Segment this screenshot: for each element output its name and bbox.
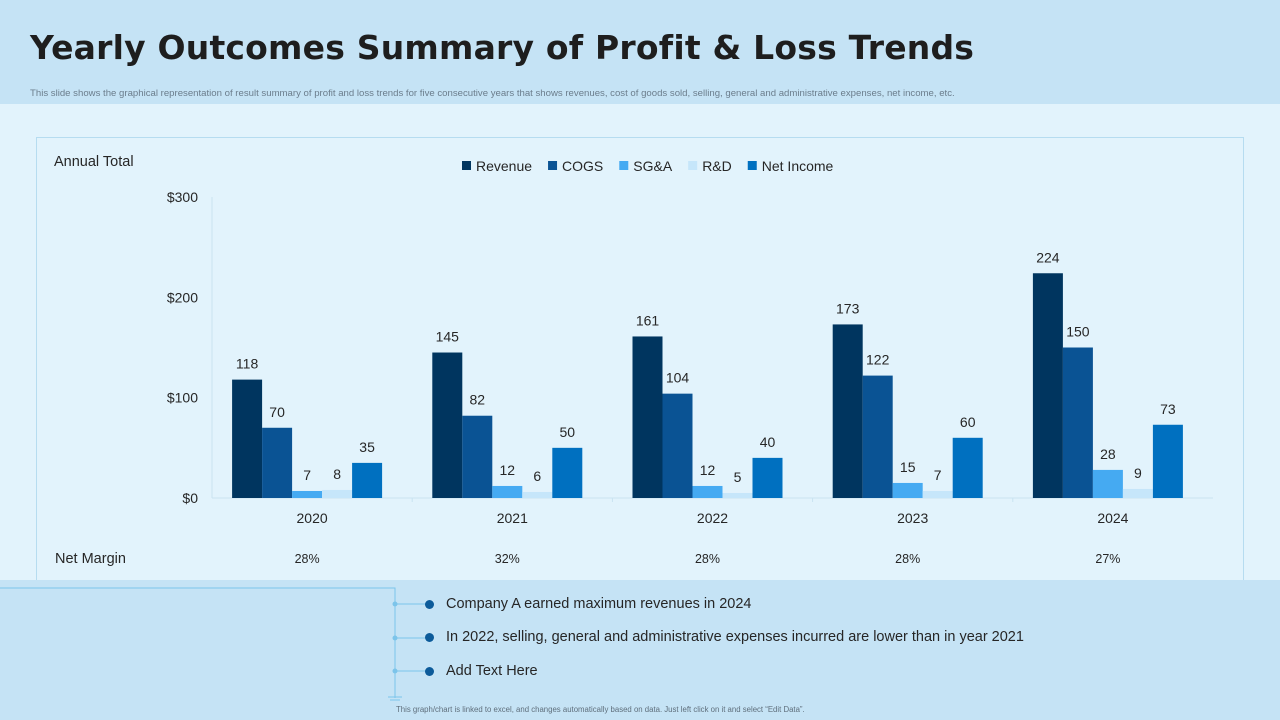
data-label: 35	[359, 439, 375, 455]
bar-cogs[interactable]	[262, 427, 293, 498]
data-label: 8	[333, 466, 341, 482]
bar-net-income[interactable]	[352, 462, 383, 498]
data-label: 145	[436, 329, 460, 345]
y-tick-label: $200	[167, 289, 198, 305]
net-margin-label: Net Margin	[55, 551, 126, 567]
bar-net-income[interactable]	[1152, 424, 1183, 498]
bullet-item: Company A earned maximum revenues in 202…	[446, 596, 752, 612]
bar-cogs[interactable]	[462, 415, 493, 498]
bar-sg-a[interactable]	[892, 482, 923, 498]
y-axis-label: Annual Total	[54, 154, 134, 170]
data-label: 118	[236, 356, 259, 372]
x-tick-label: 2020	[297, 510, 328, 526]
connector-lines	[0, 587, 425, 701]
legend-swatch	[548, 161, 558, 170]
legend-entry: COGS	[562, 158, 603, 174]
bullet-dot-icon	[425, 600, 434, 609]
bar-r-d[interactable]	[922, 490, 953, 498]
legend-swatch	[688, 161, 698, 170]
legend-entry: R&D	[702, 158, 732, 174]
key-takeaways: Company A earned maximum revenues in 202…	[0, 580, 1280, 720]
data-label: 70	[269, 404, 285, 420]
data-label: 9	[1134, 465, 1142, 481]
bar-sg-a[interactable]	[292, 490, 323, 498]
y-tick-label: $300	[167, 189, 198, 205]
legend-swatch	[747, 161, 757, 170]
bar-sg-a[interactable]	[1092, 469, 1123, 498]
bar-cogs[interactable]	[862, 375, 893, 498]
net-margin-value: 27%	[1095, 552, 1120, 566]
page-subtitle: This slide shows the graphical represent…	[30, 88, 955, 99]
x-tick-label: 2024	[1097, 510, 1128, 526]
legend-swatch	[462, 161, 471, 170]
bar-revenue[interactable]	[432, 352, 463, 498]
x-tick-label: 2021	[497, 510, 528, 526]
bullet-dot-icon	[425, 633, 434, 642]
bar-revenue[interactable]	[632, 336, 663, 498]
data-label: 73	[1160, 401, 1176, 417]
bar-sg-a[interactable]	[492, 485, 523, 498]
x-tick-label: 2022	[697, 510, 728, 526]
net-margin-value: 28%	[295, 552, 320, 566]
data-label: 104	[666, 370, 690, 386]
bar-r-d[interactable]	[1122, 488, 1153, 498]
footnote: This graph/chart is linked to excel, and…	[396, 705, 805, 714]
bar-revenue[interactable]	[832, 324, 863, 498]
chart-frame[interactable]	[36, 137, 1244, 580]
legend-entry: Revenue	[476, 158, 532, 174]
data-label: 173	[836, 300, 860, 316]
data-label: 40	[760, 434, 776, 450]
data-label: 28	[1100, 446, 1116, 462]
bullet-dot-icon	[425, 667, 434, 676]
chart-legend: Revenue COGS SG&A R&D Net Income	[462, 158, 834, 174]
bar-revenue[interactable]	[232, 379, 263, 498]
data-label: 6	[533, 468, 541, 484]
net-margin-value: 28%	[895, 552, 920, 566]
bullet-item: In 2022, selling, general and administra…	[446, 629, 1024, 645]
page-title: Yearly Outcomes Summary of Profit & Loss…	[30, 28, 975, 67]
bar-chart[interactable]: Annual Total Net Margin Revenue COGS SG&A R…	[0, 104, 1280, 580]
data-label: 7	[934, 467, 942, 483]
bar-cogs[interactable]	[1062, 347, 1093, 499]
net-margin-value: 32%	[495, 552, 520, 566]
bar-net-income[interactable]	[752, 457, 783, 498]
data-label: 82	[470, 392, 486, 408]
legend-entry: Net Income	[762, 158, 834, 174]
data-label: 15	[900, 459, 916, 475]
header: Yearly Outcomes Summary of Profit & Loss…	[0, 0, 1280, 104]
net-margin-value: 28%	[695, 552, 720, 566]
y-tick-label: $0	[182, 490, 198, 506]
data-label: 224	[1036, 249, 1060, 265]
bar-r-d[interactable]	[522, 491, 553, 498]
bar-net-income[interactable]	[952, 437, 983, 498]
data-label: 12	[500, 462, 516, 478]
bullet-item[interactable]: Add Text Here	[446, 663, 538, 679]
data-label: 12	[700, 462, 716, 478]
data-label: 7	[303, 467, 311, 483]
legend-swatch	[619, 161, 629, 170]
data-label: 122	[866, 352, 890, 368]
chart-bars: 118 70 7 8 35 145 82 12 6 50 161 104 12 5 40 173 122 15 7 6…	[232, 249, 1183, 498]
data-label: 5	[734, 469, 742, 485]
data-label: 50	[560, 424, 576, 440]
legend-entry: SG&A	[633, 158, 673, 174]
data-label: 60	[960, 414, 976, 430]
y-tick-label: $100	[167, 390, 198, 406]
x-tick-label: 2023	[897, 510, 928, 526]
bar-net-income[interactable]	[552, 447, 583, 498]
data-label: 161	[636, 312, 660, 328]
bar-r-d[interactable]	[322, 489, 353, 498]
bar-sg-a[interactable]	[692, 485, 723, 498]
bottom-band	[0, 580, 1280, 720]
data-label: 150	[1066, 324, 1090, 340]
bar-r-d[interactable]	[722, 492, 753, 498]
bar-revenue[interactable]	[1032, 273, 1063, 498]
bar-cogs[interactable]	[662, 393, 693, 498]
